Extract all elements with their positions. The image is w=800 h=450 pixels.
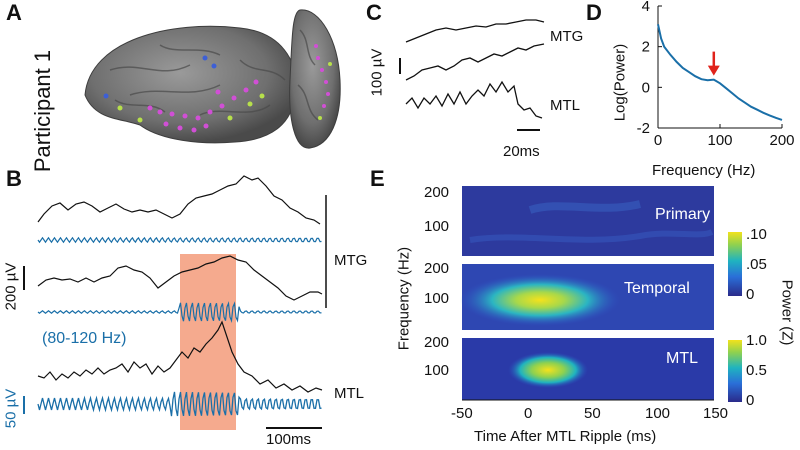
- mtl-trace: [37, 320, 323, 393]
- temporal-ytick-100: 100: [424, 290, 450, 307]
- d-ytick-label: 2: [642, 39, 650, 56]
- cbar-primary-tick-mid: .05: [746, 256, 767, 273]
- d-xtick-label: 100: [707, 132, 732, 149]
- c-scale-uv-text: 100 µV: [368, 48, 386, 97]
- mtg-trace-2: [37, 255, 323, 301]
- mtl-label: MTL: [334, 385, 364, 402]
- scale-50uv-text: 50 µV: [2, 388, 20, 429]
- c-trace-2: [405, 43, 545, 81]
- d-ylabel-text: Log(Power): [611, 43, 629, 122]
- mtg-ripple-2: [37, 301, 322, 323]
- d-spectrum-line: [657, 24, 783, 121]
- mtl-ytick-100: 100: [424, 362, 450, 379]
- e-ylabel: Frequency (Hz): [392, 230, 416, 370]
- panel-label-a: A: [6, 0, 22, 25]
- primary-ytick-100: 100: [424, 218, 450, 235]
- e-xtick-150: 150: [703, 405, 729, 422]
- colorbar-primary: [728, 232, 742, 296]
- peak-arrowhead-icon: [707, 65, 720, 76]
- d-xlabel: Frequency (Hz): [652, 162, 756, 179]
- c-time-scale: 20ms: [503, 143, 540, 160]
- time-scale-100ms: 100ms: [266, 431, 312, 448]
- scale-label-200uv: 200 µV: [0, 258, 20, 318]
- mtg-trace-1: [37, 175, 321, 225]
- cbar-mtl-tick-top: 1.0: [746, 332, 767, 349]
- d-ylabel: Log(Power): [610, 30, 630, 140]
- temporal-hotspot: [460, 274, 620, 326]
- band-label: (80-120 Hz): [42, 330, 127, 347]
- cbar-mtl-tick-mid: 0.5: [746, 362, 767, 379]
- cbar-mtl-tick-bot: 0: [746, 392, 755, 409]
- row-label-temporal: Temporal: [624, 280, 690, 297]
- cbar-primary-tick-top: .10: [746, 226, 767, 243]
- mtg-ripple-1: [37, 236, 322, 244]
- panel-e-heatmap: [460, 186, 742, 402]
- c-label-mtg: MTG: [550, 28, 584, 45]
- primary-ytick-200: 200: [424, 184, 450, 201]
- panel-label-b: B: [6, 166, 22, 191]
- e-xlabel: Time After MTL Ripple (ms): [474, 428, 657, 445]
- d-ytick-label: 0: [642, 79, 650, 96]
- d-xtick-label: 0: [654, 132, 662, 149]
- c-label-mtl: MTL: [550, 97, 580, 114]
- scale-200uv-text: 200 µV: [2, 262, 20, 311]
- mtg-label: MTG: [334, 252, 368, 269]
- brain-ventral-image: [289, 9, 341, 149]
- e-xtick-100: 100: [645, 405, 671, 422]
- panel-label-c: C: [366, 0, 382, 25]
- e-xtick-50: 50: [584, 405, 601, 422]
- c-trace-3: [405, 80, 543, 119]
- e-xtick-0: 0: [524, 405, 533, 422]
- d-ytick-label: -2: [637, 120, 650, 137]
- c-scale-label: 100 µV: [364, 40, 390, 110]
- primary-texture-2: [528, 200, 641, 214]
- row-label-primary: Primary: [655, 206, 711, 223]
- e-ylabel-text: Frequency (Hz): [395, 246, 413, 351]
- e-xtick-m50: -50: [451, 405, 473, 422]
- d-xtick-label: 200: [769, 132, 794, 149]
- row-label-mtl: MTL: [666, 350, 698, 367]
- temporal-ytick-200: 200: [424, 260, 450, 277]
- panel-label-d: D: [586, 0, 602, 25]
- colorbar-mtl: [728, 340, 742, 402]
- mtl-ripple: [37, 391, 322, 417]
- primary-texture: [469, 229, 714, 243]
- scale-label-50uv: 50 µV: [0, 388, 20, 429]
- panel-label-e: E: [370, 166, 385, 191]
- c-trace-1: [405, 19, 545, 43]
- colorbar-label-text: Power (Z): [778, 279, 796, 346]
- mtl-ytick-200: 200: [424, 334, 450, 351]
- mtl-hotspot: [508, 352, 588, 388]
- colorbar-label: Power (Z): [776, 270, 798, 360]
- heatmap-primary: [462, 186, 714, 256]
- heatmap-mtl: [462, 338, 714, 400]
- d-ytick-label: 4: [642, 0, 650, 15]
- cbar-primary-tick-bot: 0: [746, 286, 755, 303]
- brain-lateral-image: [84, 25, 297, 144]
